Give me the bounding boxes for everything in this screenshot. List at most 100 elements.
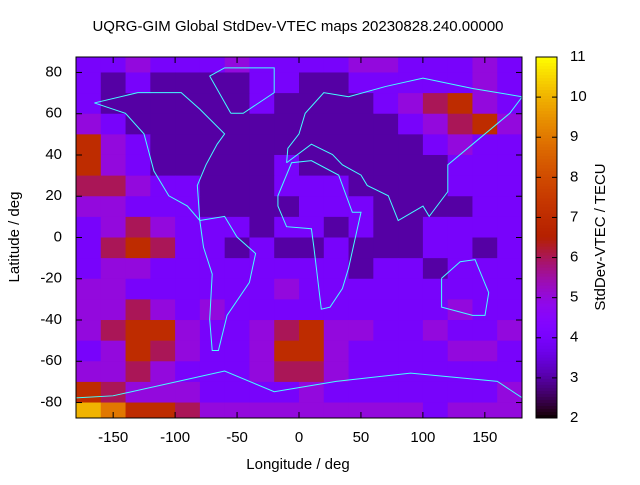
colorbar-swatch	[536, 63, 557, 67]
x-tick-label: 50	[353, 429, 370, 446]
heatmap-cell	[125, 361, 151, 383]
heatmap-cell	[398, 258, 424, 280]
colorbar-swatch	[536, 222, 557, 226]
heatmap-cell	[199, 57, 226, 73]
colorbar-swatch	[536, 333, 557, 338]
colorbar-swatch	[536, 324, 557, 329]
heatmap-cell	[398, 93, 424, 115]
heatmap-cell	[224, 258, 250, 280]
heatmap-cell	[199, 175, 226, 197]
colorbar-swatch	[536, 267, 557, 272]
colorbar-swatch	[536, 90, 557, 94]
heatmap-cell	[472, 278, 498, 300]
colorbar-swatch	[536, 141, 557, 145]
heatmap-cell	[100, 320, 127, 342]
heatmap-cell	[447, 278, 473, 300]
heatmap-cell	[224, 216, 250, 238]
heatmap-cell	[472, 361, 498, 383]
heatmap-cell	[274, 278, 300, 300]
colorbar-swatch	[536, 291, 557, 296]
heatmap-cell	[373, 175, 399, 197]
heatmap-cell	[125, 381, 151, 404]
x-tick-label: 100	[410, 429, 435, 446]
heatmap-cell	[199, 402, 226, 418]
heatmap-cell	[299, 340, 325, 362]
heatmap-cell	[323, 72, 350, 94]
heatmap-cell	[398, 278, 424, 300]
colorbar-swatch	[536, 234, 557, 238]
colorbar-swatch	[536, 405, 557, 410]
heatmap-cell	[348, 402, 374, 418]
heatmap-cell	[447, 237, 473, 259]
heatmap-cell	[274, 216, 300, 238]
heatmap-cell	[76, 113, 102, 135]
heatmap-cell	[497, 196, 522, 218]
colorbar-swatch	[536, 411, 557, 416]
heatmap-cell	[274, 340, 300, 362]
heatmap-cell	[150, 237, 176, 259]
heatmap-cell	[150, 402, 176, 418]
heatmap-cell	[422, 278, 449, 300]
heatmap-cell	[373, 299, 399, 321]
heatmap-cell	[422, 320, 449, 342]
heatmap-cell	[224, 361, 250, 383]
heatmap-cell	[497, 237, 522, 259]
heatmap-cell	[125, 216, 151, 238]
y-tick-label: 0	[54, 228, 62, 245]
heatmap-cell	[323, 340, 350, 362]
heatmap-cell	[199, 154, 226, 177]
heatmap-cell	[100, 175, 127, 197]
heatmap-cell	[348, 299, 374, 321]
heatmap-cell	[497, 258, 522, 280]
y-tick-label: 40	[45, 146, 62, 163]
heatmap-cell	[472, 93, 498, 115]
colorbar-swatch	[536, 279, 557, 284]
heatmap-cell	[398, 237, 424, 259]
colorbar-swatch	[536, 363, 557, 368]
heatmap-cell	[472, 381, 498, 404]
heatmap-cell	[249, 196, 275, 218]
colorbar-swatch	[536, 198, 557, 202]
colorbar-swatch	[536, 174, 557, 178]
colorbar-swatch	[536, 132, 557, 136]
colorbar-swatch	[536, 372, 557, 377]
heatmap-cell	[150, 299, 176, 321]
colorbar-swatch	[536, 126, 557, 130]
colorbar-swatch	[536, 177, 557, 181]
heatmap-cell	[299, 237, 325, 259]
colorbar-swatch	[536, 111, 557, 115]
colorbar-swatch	[536, 201, 557, 205]
heatmap-cell	[299, 299, 325, 321]
colorbar-swatch	[536, 180, 557, 184]
heatmap-cell	[100, 57, 127, 73]
x-tick-label: -100	[160, 429, 190, 446]
y-tick-label: -60	[40, 352, 62, 369]
colorbar-swatch	[536, 156, 557, 160]
heatmap-cell	[224, 340, 250, 362]
heatmap-cell	[398, 299, 424, 321]
heatmap-cell	[447, 402, 473, 418]
colorbar-tick-label: 10	[570, 88, 587, 105]
heatmap-cell	[323, 134, 350, 156]
heatmap-cell	[299, 278, 325, 300]
heatmap-cell	[472, 237, 498, 259]
colorbar-tick-label: 9	[570, 128, 578, 145]
heatmap-cell	[199, 113, 226, 135]
colorbar-swatch	[536, 351, 557, 356]
heatmap-cell	[76, 381, 102, 404]
colorbar-swatch	[536, 354, 557, 359]
heatmap-cell	[472, 216, 498, 238]
heatmap-cell	[125, 72, 151, 94]
heatmap-cell	[76, 340, 102, 362]
heatmap-cell	[150, 134, 176, 156]
heatmap-cell	[249, 93, 275, 115]
heatmap-cell	[224, 278, 250, 300]
heatmap-cell	[348, 340, 374, 362]
colorbar-tick-label: 6	[570, 249, 578, 266]
heatmap-cell	[199, 361, 226, 383]
colorbar-swatch	[536, 84, 557, 88]
heatmap-cell	[150, 258, 176, 280]
heatmap-cell	[398, 57, 424, 73]
colorbar-swatch	[536, 321, 557, 326]
heatmap-cell	[274, 57, 300, 73]
